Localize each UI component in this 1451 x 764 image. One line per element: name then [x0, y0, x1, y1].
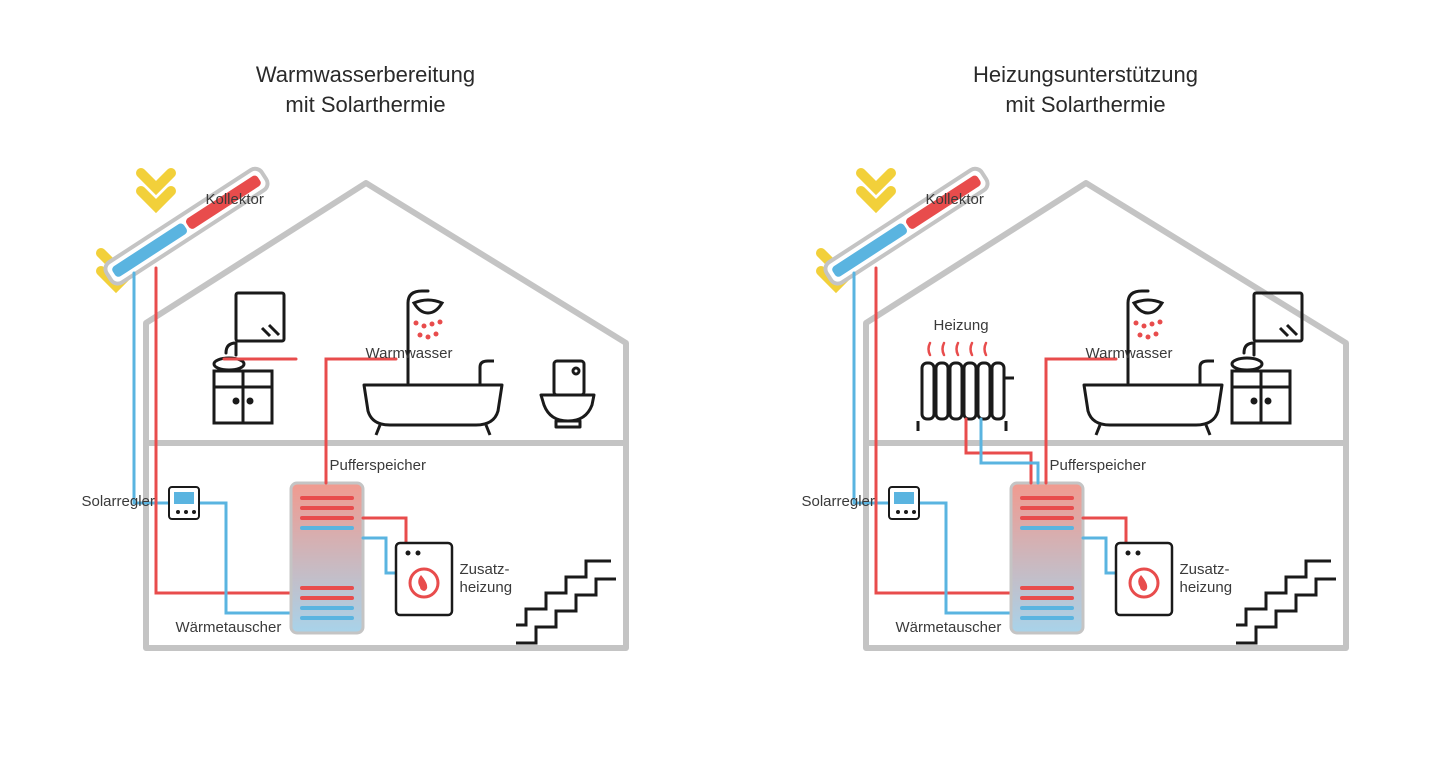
- title-line1: Warmwasserbereitung: [256, 62, 475, 87]
- collector-icon: [102, 166, 270, 287]
- house-diagram-1: Kollektor Warmwasser Pufferspeicher Sola…: [66, 143, 666, 683]
- label-zusatzheizung: Zusatz- heizung: [1180, 561, 1233, 596]
- panel-heizung: Heizungsunterstützung mit Solarthermie: [786, 60, 1386, 764]
- label-zusatzheizung: Zusatz- heizung: [460, 561, 513, 596]
- buffer-tank-icon: [1011, 483, 1083, 633]
- bathtub-icon: [364, 361, 502, 435]
- shower-icon: [408, 291, 442, 383]
- shower-icon: [1128, 291, 1162, 383]
- label-waermetauscher: Wärmetauscher: [176, 619, 282, 636]
- label-warmwasser: Warmwasser: [1086, 345, 1173, 362]
- label-waermetauscher: Wärmetauscher: [896, 619, 1002, 636]
- toilet-icon: [541, 361, 594, 427]
- pipes-heating: [966, 419, 1038, 483]
- panel-title: Heizungsunterstützung mit Solarthermie: [786, 60, 1386, 119]
- label-solarregler: Solarregler: [802, 493, 875, 510]
- collector-icon: [822, 166, 990, 287]
- house-outline: [146, 183, 626, 648]
- label-kollektor: Kollektor: [206, 191, 264, 208]
- stairs-icon: [516, 561, 616, 643]
- solar-controller-icon: [889, 487, 919, 519]
- buffer-tank-icon: [291, 483, 363, 633]
- aux-heater-icon: [1116, 543, 1172, 615]
- title-line2: mit Solarthermie: [1005, 92, 1165, 117]
- label-solarregler: Solarregler: [82, 493, 155, 510]
- title-line2: mit Solarthermie: [285, 92, 445, 117]
- label-kollektor: Kollektor: [926, 191, 984, 208]
- house-diagram-2: Kollektor Warmwasser Pufferspeicher Sola…: [786, 143, 1386, 683]
- label-pufferspeicher: Pufferspeicher: [330, 457, 426, 474]
- title-line1: Heizungsunterstützung: [973, 62, 1198, 87]
- aux-heater-icon: [396, 543, 452, 615]
- stairs-icon: [1236, 561, 1336, 643]
- shower-drops-icon: [413, 320, 442, 340]
- label-warmwasser: Warmwasser: [366, 345, 453, 362]
- panel-warmwasser: Warmwasserbereitung mit Solarthermie: [66, 60, 666, 764]
- bathtub-icon: [1084, 361, 1222, 435]
- shower-drops-icon: [1133, 320, 1162, 340]
- label-heizung: Heizung: [934, 317, 989, 334]
- solar-controller-icon: [169, 487, 199, 519]
- panel-title: Warmwasserbereitung mit Solarthermie: [66, 60, 666, 119]
- label-pufferspeicher: Pufferspeicher: [1050, 457, 1146, 474]
